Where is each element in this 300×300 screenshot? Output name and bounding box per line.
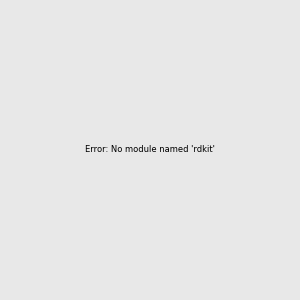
Text: Error: No module named 'rdkit': Error: No module named 'rdkit' (85, 146, 215, 154)
